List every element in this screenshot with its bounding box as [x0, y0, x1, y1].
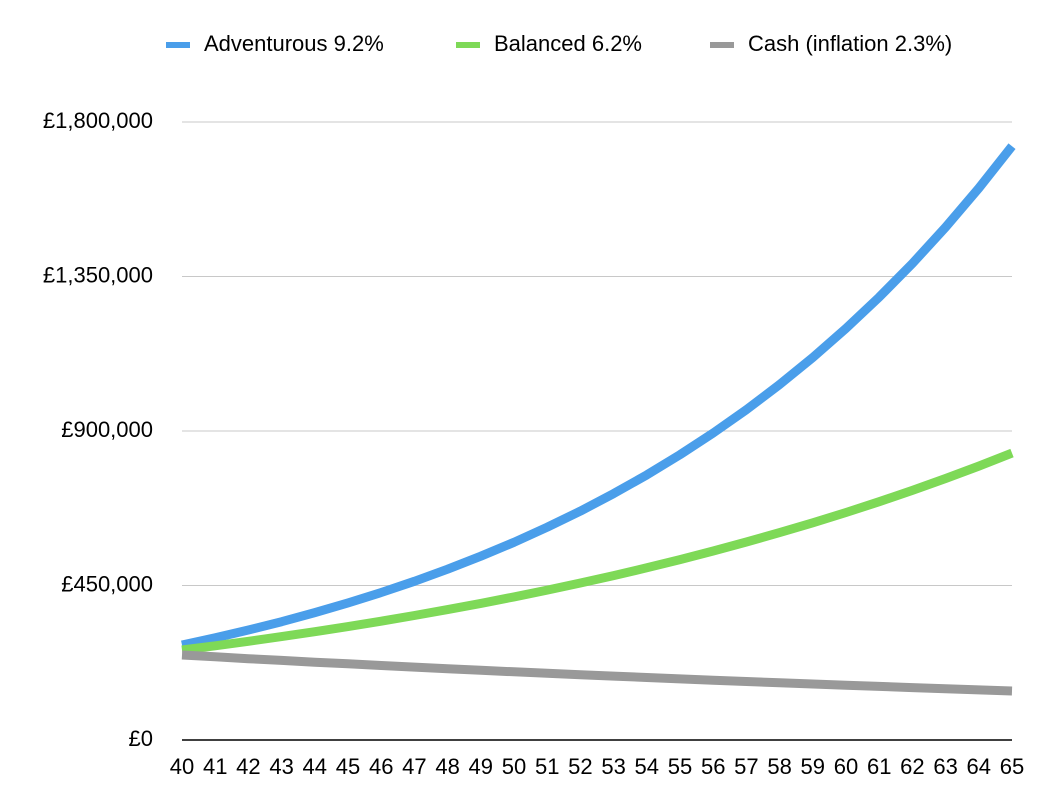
x-tick-label: 40: [170, 754, 194, 779]
y-tick-label: £450,000: [61, 571, 153, 596]
y-tick-label: £0: [129, 726, 153, 751]
x-tick-label: 46: [369, 754, 393, 779]
x-tick-label: 47: [402, 754, 426, 779]
series-line: [181, 650, 1013, 696]
x-tick-label: 43: [269, 754, 293, 779]
x-tick-label: 64: [967, 754, 991, 779]
x-tick-label: 42: [236, 754, 260, 779]
y-tick-label: £1,350,000: [43, 262, 153, 287]
series-line: [181, 143, 1016, 650]
y-tick-label: £1,800,000: [43, 108, 153, 133]
x-tick-label: 51: [535, 754, 559, 779]
x-tick-label: 52: [568, 754, 592, 779]
x-tick-label: 54: [635, 754, 659, 779]
x-tick-label: 41: [203, 754, 227, 779]
series-line: [181, 448, 1014, 655]
x-tick-label: 62: [900, 754, 924, 779]
x-tick-label: 49: [469, 754, 493, 779]
x-tick-label: 60: [834, 754, 858, 779]
x-tick-label: 63: [933, 754, 957, 779]
x-tick-label: 65: [1000, 754, 1024, 779]
x-tick-label: 48: [435, 754, 459, 779]
x-tick-label: 44: [303, 754, 327, 779]
x-tick-label: 56: [701, 754, 725, 779]
x-tick-label: 55: [668, 754, 692, 779]
legend-label: Cash (inflation 2.3%): [748, 31, 952, 56]
x-tick-label: 61: [867, 754, 891, 779]
legend-label: Balanced 6.2%: [494, 31, 642, 56]
x-tick-label: 53: [601, 754, 625, 779]
x-tick-label: 50: [502, 754, 526, 779]
x-tick-label: 59: [801, 754, 825, 779]
x-tick-label: 57: [734, 754, 758, 779]
x-tick-label: 45: [336, 754, 360, 779]
y-tick-label: £900,000: [61, 417, 153, 442]
legend-label: Adventurous 9.2%: [204, 31, 384, 56]
x-tick-label: 58: [767, 754, 791, 779]
